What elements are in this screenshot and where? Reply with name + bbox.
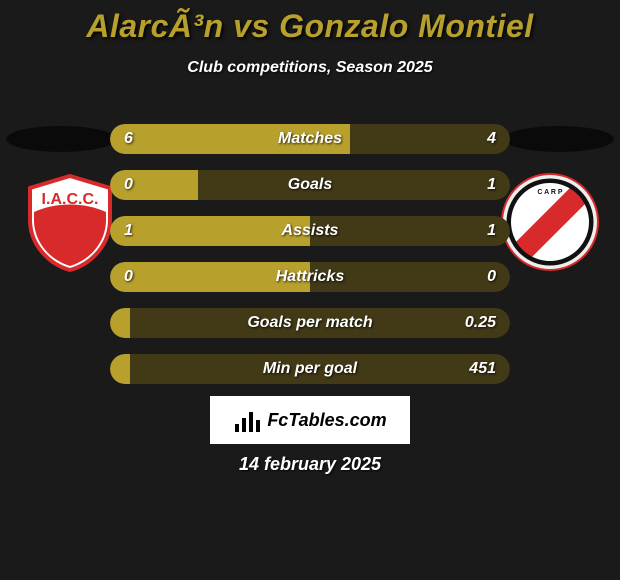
iacc-shield-text: I.A.C.C. bbox=[42, 191, 99, 208]
river-plate-badge-icon: C A R P bbox=[500, 172, 600, 272]
stat-label: Hattricks bbox=[110, 262, 510, 292]
stat-bars-container: 64Matches 01Goals 11Assists 00Hattricks 0.25… bbox=[110, 124, 510, 400]
fctables-bars-icon bbox=[233, 406, 261, 434]
page-subtitle: Club competitions, Season 2025 bbox=[0, 59, 620, 77]
fctables-logo: FcTables.com bbox=[210, 396, 410, 444]
left-team-badge: I.A.C.C. bbox=[20, 172, 120, 272]
stat-row: 64Matches bbox=[110, 124, 510, 154]
page-title: AlarcÃ³n vs Gonzalo Montiel bbox=[0, 0, 620, 45]
stat-row: 0.25Goals per match bbox=[110, 308, 510, 338]
stat-label: Min per goal bbox=[110, 354, 510, 384]
stat-label: Matches bbox=[110, 124, 510, 154]
fctables-logo-text: FcTables.com bbox=[267, 410, 386, 431]
shadow-left-ellipse bbox=[6, 126, 116, 152]
stat-label: Assists bbox=[110, 216, 510, 246]
stat-row: 11Assists bbox=[110, 216, 510, 246]
svg-text:C A R P: C A R P bbox=[537, 189, 562, 196]
stat-row: 451Min per goal bbox=[110, 354, 510, 384]
shadow-right-ellipse bbox=[504, 126, 614, 152]
footer-date: 14 february 2025 bbox=[0, 454, 620, 475]
stat-row: 01Goals bbox=[110, 170, 510, 200]
stat-label: Goals bbox=[110, 170, 510, 200]
stat-row: 00Hattricks bbox=[110, 262, 510, 292]
stat-label: Goals per match bbox=[110, 308, 510, 338]
iacc-shield-icon: I.A.C.C. bbox=[20, 172, 120, 272]
right-team-badge: C A R P bbox=[500, 172, 600, 272]
